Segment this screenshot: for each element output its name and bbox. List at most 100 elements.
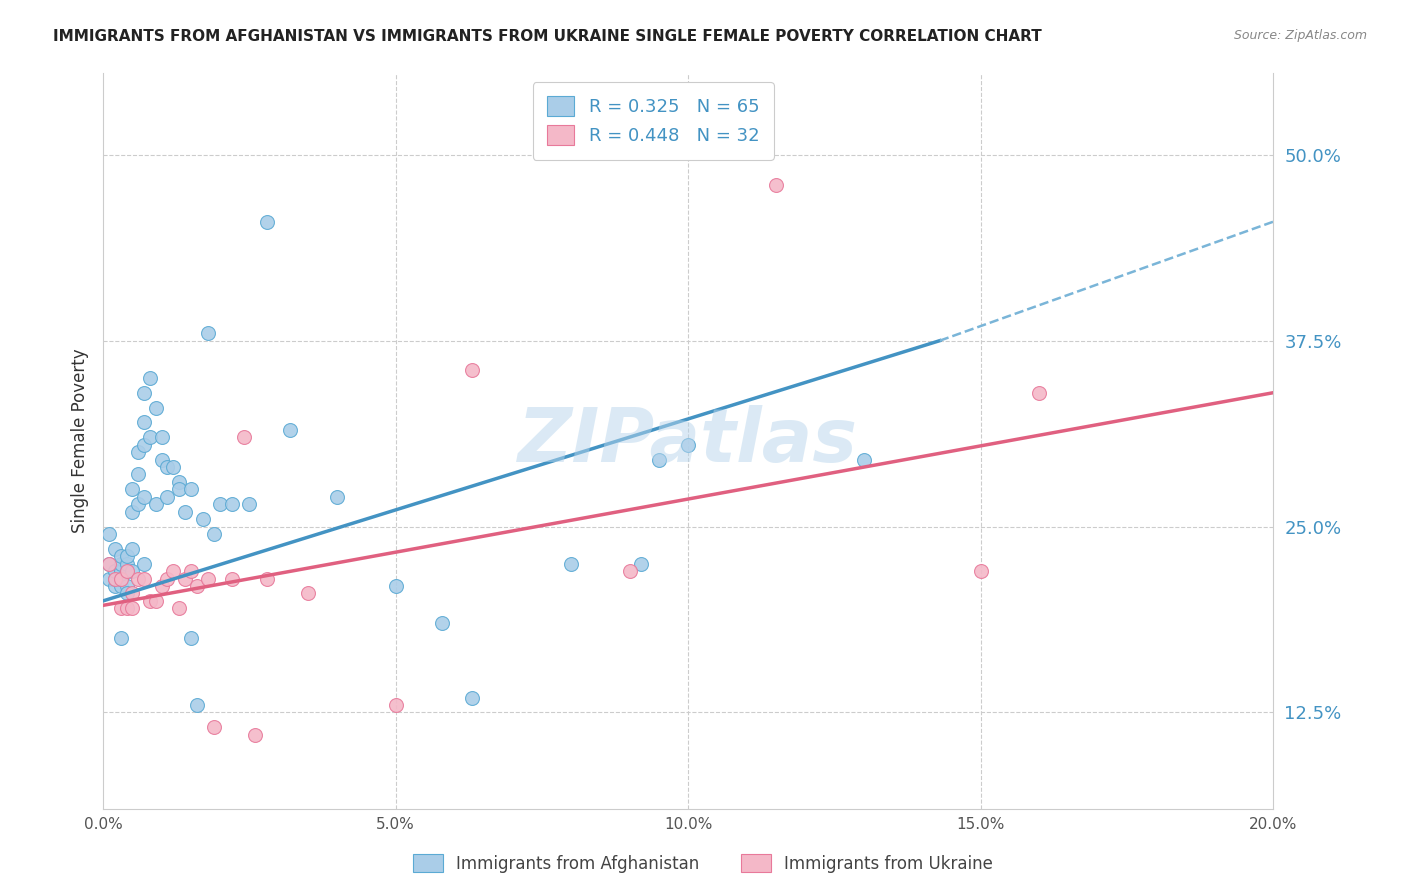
Point xyxy=(150,430,173,444)
Point xyxy=(191,512,214,526)
Point xyxy=(197,572,219,586)
Point xyxy=(132,572,155,586)
Legend: Immigrants from Afghanistan, Immigrants from Ukraine: Immigrants from Afghanistan, Immigrants … xyxy=(406,847,1000,880)
Point xyxy=(180,631,202,645)
Point xyxy=(326,490,349,504)
Point xyxy=(174,572,197,586)
Point xyxy=(139,594,162,608)
Point xyxy=(162,460,184,475)
Point xyxy=(232,430,254,444)
Point xyxy=(132,557,155,571)
Point xyxy=(121,483,143,497)
Point xyxy=(110,549,132,564)
Point xyxy=(186,579,208,593)
Point xyxy=(110,572,132,586)
Point xyxy=(238,497,260,511)
Point xyxy=(132,438,155,452)
Point xyxy=(432,616,454,631)
Point xyxy=(970,564,993,578)
Point xyxy=(197,326,219,341)
Point xyxy=(98,557,121,571)
Point xyxy=(145,401,167,415)
Point xyxy=(115,579,138,593)
Point xyxy=(461,690,484,705)
Point xyxy=(110,572,132,586)
Point xyxy=(648,452,671,467)
Point xyxy=(139,430,162,444)
Point xyxy=(280,423,302,437)
Point xyxy=(104,572,127,586)
Point xyxy=(110,564,132,578)
Point xyxy=(221,497,243,511)
Point xyxy=(209,497,232,511)
Point xyxy=(127,445,149,459)
Point xyxy=(174,505,197,519)
Point xyxy=(110,564,132,578)
Point xyxy=(104,564,127,578)
Point xyxy=(115,564,138,578)
Point xyxy=(132,416,155,430)
Point xyxy=(202,720,225,734)
Point xyxy=(98,557,121,571)
Text: Source: ZipAtlas.com: Source: ZipAtlas.com xyxy=(1233,29,1367,42)
Point xyxy=(202,527,225,541)
Point xyxy=(115,564,138,578)
Point xyxy=(121,505,143,519)
Point xyxy=(104,579,127,593)
Point xyxy=(98,527,121,541)
Point xyxy=(1028,385,1050,400)
Point xyxy=(98,572,121,586)
Point xyxy=(110,631,132,645)
Point xyxy=(115,549,138,564)
Point xyxy=(132,385,155,400)
Y-axis label: Single Female Poverty: Single Female Poverty xyxy=(72,349,89,533)
Point xyxy=(162,564,184,578)
Text: IMMIGRANTS FROM AFGHANISTAN VS IMMIGRANTS FROM UKRAINE SINGLE FEMALE POVERTY COR: IMMIGRANTS FROM AFGHANISTAN VS IMMIGRANT… xyxy=(53,29,1042,44)
Point xyxy=(167,475,190,489)
Point xyxy=(167,601,190,615)
Point xyxy=(115,557,138,571)
Point xyxy=(139,371,162,385)
Point xyxy=(245,728,267,742)
Point xyxy=(461,363,484,377)
Point xyxy=(186,698,208,712)
Point xyxy=(297,586,319,600)
Point xyxy=(180,564,202,578)
Point xyxy=(104,564,127,578)
Point xyxy=(104,541,127,556)
Point xyxy=(145,594,167,608)
Point xyxy=(110,579,132,593)
Point xyxy=(619,564,641,578)
Point xyxy=(145,497,167,511)
Point xyxy=(104,572,127,586)
Point xyxy=(256,215,278,229)
Point xyxy=(167,483,190,497)
Point xyxy=(630,557,652,571)
Point xyxy=(156,460,179,475)
Point xyxy=(115,586,138,600)
Point xyxy=(110,572,132,586)
Point xyxy=(156,572,179,586)
Point xyxy=(132,490,155,504)
Point xyxy=(150,452,173,467)
Point xyxy=(110,557,132,571)
Point xyxy=(121,601,143,615)
Point xyxy=(852,452,875,467)
Text: ZIPatlas: ZIPatlas xyxy=(519,405,858,477)
Point xyxy=(765,178,787,192)
Point xyxy=(127,497,149,511)
Point xyxy=(180,483,202,497)
Point xyxy=(150,579,173,593)
Point xyxy=(115,601,138,615)
Point xyxy=(156,490,179,504)
Point xyxy=(384,579,406,593)
Point xyxy=(256,572,278,586)
Point xyxy=(121,564,143,578)
Point xyxy=(221,572,243,586)
Point xyxy=(560,557,582,571)
Point xyxy=(127,572,149,586)
Point xyxy=(127,467,149,482)
Legend: R = 0.325   N = 65, R = 0.448   N = 32: R = 0.325 N = 65, R = 0.448 N = 32 xyxy=(533,82,773,160)
Point xyxy=(121,586,143,600)
Point xyxy=(384,698,406,712)
